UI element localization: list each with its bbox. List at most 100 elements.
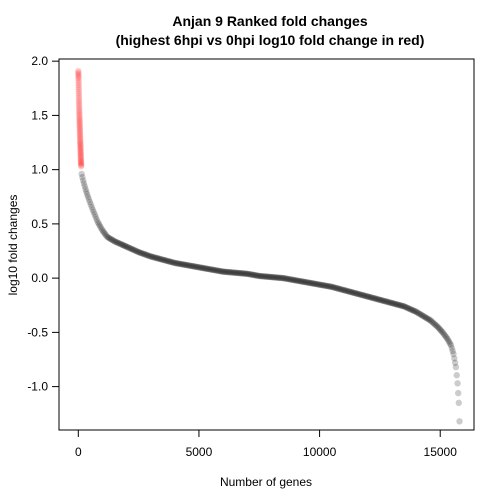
black-point [276, 274, 283, 281]
black-point [129, 246, 136, 253]
black-point [137, 249, 144, 257]
black-point [400, 303, 408, 310]
black-point [315, 281, 322, 288]
black-point [157, 255, 164, 263]
red-point [76, 120, 83, 127]
black-point [374, 296, 382, 303]
black-point [105, 234, 112, 241]
black-point [299, 278, 306, 285]
black-point [381, 297, 389, 305]
red-point [75, 97, 83, 104]
black-point [439, 329, 446, 336]
black-point [290, 276, 297, 284]
red-point [76, 121, 83, 128]
black-point [368, 294, 376, 301]
black-point [307, 279, 314, 287]
black-point [269, 273, 276, 281]
black-point [100, 228, 107, 235]
black-point [208, 266, 216, 273]
black-point [138, 249, 145, 257]
black-point [190, 263, 198, 270]
black-point [329, 283, 336, 291]
black-point [388, 299, 396, 307]
black-point [221, 268, 229, 275]
black-point [166, 258, 173, 265]
black-point [347, 288, 354, 296]
black-point [182, 261, 190, 269]
black-point [206, 266, 214, 273]
black-point [136, 249, 143, 256]
black-point [174, 260, 182, 267]
black-point [397, 302, 405, 309]
black-point [283, 275, 290, 282]
black-point [284, 275, 291, 283]
black-point [169, 259, 176, 266]
red-point [75, 98, 83, 106]
black-point [445, 337, 452, 344]
red-point [76, 110, 83, 117]
black-point [319, 281, 326, 289]
red-point [76, 118, 83, 125]
black-point [242, 270, 250, 277]
red-point [77, 153, 85, 161]
red-point [76, 127, 84, 135]
x-axis: 0 5000 10000 15000 [75, 429, 457, 459]
red-point [77, 156, 85, 163]
black-point [201, 265, 209, 272]
red-point [77, 157, 85, 165]
black-point [134, 248, 141, 255]
red-point [76, 106, 83, 114]
black-point [236, 269, 244, 277]
black-point [196, 264, 204, 271]
black-point [219, 268, 227, 275]
y-tick-label: 0.0 [31, 271, 48, 285]
black-point [237, 270, 245, 277]
y-tick-label: -0.5 [27, 325, 48, 339]
black-point [101, 229, 108, 237]
black-point [418, 311, 425, 319]
chart-subtitle: (highest 6hpi vs 0hpi log10 fold change … [116, 32, 425, 48]
red-point [76, 111, 83, 119]
black-point [90, 208, 97, 216]
red-point [77, 148, 84, 156]
black-point [167, 258, 174, 266]
black-point [378, 297, 386, 304]
black-point [132, 247, 139, 254]
black-point [286, 276, 293, 283]
black-point [202, 265, 210, 272]
black-point [253, 272, 260, 279]
black-point [79, 177, 87, 184]
black-point [192, 263, 200, 270]
black-point [209, 266, 217, 274]
black-point [225, 268, 233, 276]
black-point [453, 372, 460, 379]
black-point [297, 278, 304, 285]
black-point [289, 276, 296, 283]
black-point [193, 263, 201, 271]
black-point [180, 261, 188, 268]
red-point [77, 142, 84, 149]
y-axis-label: log10 fold changes [6, 195, 20, 296]
black-point [213, 267, 221, 274]
red-point [76, 104, 83, 112]
black-point [411, 308, 419, 315]
red-point [75, 81, 82, 89]
black-point [267, 273, 274, 281]
black-point [287, 276, 294, 283]
black-point [140, 250, 147, 258]
black-point [156, 255, 163, 263]
black-point [79, 174, 86, 181]
black-point [356, 291, 363, 298]
black-point [113, 238, 120, 246]
black-point [109, 236, 116, 244]
black-point [455, 399, 462, 407]
black-point [149, 253, 156, 261]
black-point [268, 273, 275, 281]
black-point [395, 301, 403, 309]
black-point [235, 269, 243, 277]
black-point [414, 309, 422, 317]
black-point [115, 239, 122, 247]
y-tick-label: 1.0 [31, 163, 48, 177]
black-point [345, 288, 352, 295]
black-point [399, 302, 407, 310]
